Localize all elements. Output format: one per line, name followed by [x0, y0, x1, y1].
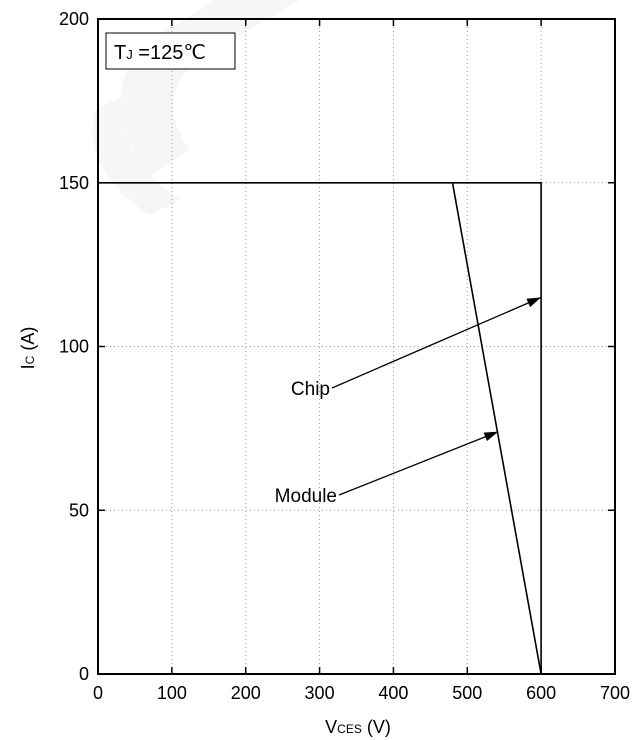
condition-box-frame: [105, 32, 236, 70]
series-chip-line: [98, 182, 542, 674]
y-tick-label: 200: [59, 9, 89, 29]
annotation-arrow-module: [338, 431, 499, 496]
series-lines: [98, 182, 542, 675]
x-tick-label: 600: [526, 683, 556, 703]
y-tick-label: 50: [69, 500, 89, 520]
annotation-arrowhead-module: [483, 431, 499, 441]
plot-frame: [97, 18, 616, 675]
y-axis-title: IC (A): [18, 327, 38, 370]
condition-box: TJ =125℃: [105, 32, 236, 70]
annotations: Chip Module: [275, 296, 542, 507]
x-tick-label: 700: [600, 683, 630, 703]
y-axis-title-main: I: [18, 364, 38, 369]
annotation-label-module: Module: [275, 486, 337, 507]
annotation-arrow-chip: [331, 296, 542, 389]
x-axis-title-unit: (V): [362, 717, 391, 737]
grid: [98, 19, 615, 674]
x-axis-title: VCES (V): [325, 717, 391, 737]
svg-text:TJ =125℃: TJ =125℃: [114, 42, 206, 64]
axis-ticks: 0 100 200 300 400 500 600 700 0 50 100 150 200: [59, 9, 630, 703]
y-axis-title-unit: (A): [18, 327, 38, 356]
x-tick-label: 100: [157, 683, 187, 703]
x-axis-title-sub: CES: [337, 722, 362, 736]
x-tick-label: 500: [452, 683, 482, 703]
condition-rest: =125℃: [133, 42, 206, 64]
x-axis-title-main: V: [325, 717, 337, 737]
annotation-label-chip: Chip: [291, 379, 330, 400]
annotation-arrowhead-chip: [526, 297, 542, 308]
y-tick-label: 100: [59, 337, 89, 357]
series-module-line: [451, 182, 542, 675]
x-tick-label: 400: [378, 683, 408, 703]
y-tick-label: 150: [59, 173, 89, 193]
y-axis-title-sub: C: [23, 355, 37, 364]
x-tick-label: 300: [305, 683, 335, 703]
x-tick-label: 0: [93, 683, 103, 703]
x-tick-label: 200: [231, 683, 261, 703]
condition-sub: J: [126, 47, 133, 62]
y-tick-label: 0: [79, 664, 89, 684]
condition-main: T: [114, 42, 126, 64]
